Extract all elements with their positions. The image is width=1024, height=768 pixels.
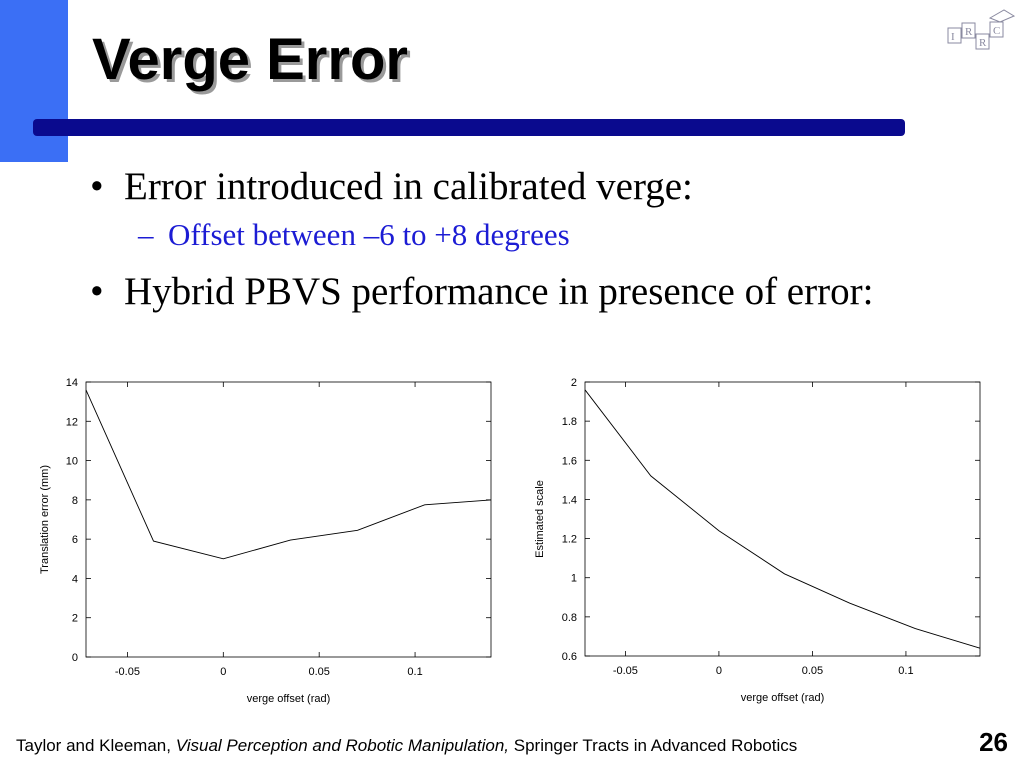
footer-citation: Taylor and Kleeman, Visual Perception an… xyxy=(16,736,797,756)
y-tick-label: 2 xyxy=(571,377,577,389)
series-line xyxy=(85,389,492,560)
y-tick-label: 0 xyxy=(72,652,78,664)
x-tick-label: 0.05 xyxy=(308,666,329,678)
y-tick-label: 8 xyxy=(72,495,78,507)
bullet-list: Error introduced in calibrated verge: Of… xyxy=(90,165,984,320)
y-tick-label: 2 xyxy=(72,613,78,625)
footer-authors: Taylor and Kleeman, xyxy=(16,736,171,755)
footer-series: Springer Tracts in Advanced Robotics xyxy=(513,736,798,755)
x-tick-label: 0.1 xyxy=(898,665,913,677)
footer-book-title: Visual Perception and Robotic Manipulati… xyxy=(175,736,510,755)
y-tick-label: 0.8 xyxy=(562,612,577,624)
sub-bullet-item: Offset between –6 to +8 degrees xyxy=(90,217,984,253)
plot-frame xyxy=(584,381,981,657)
logo-letter: C xyxy=(993,25,1000,37)
x-tick-label: 0.05 xyxy=(802,665,823,677)
logo-letter: I xyxy=(951,31,955,43)
y-tick-label: 10 xyxy=(66,456,78,468)
logo-letter: R xyxy=(965,26,973,38)
translation-error-chart: 0 2 4 6 8 10 12 14 -0.05 0 0.05 0.1 verge offset (ra… xyxy=(39,377,492,705)
irrc-logo: I R R C xyxy=(947,9,1016,50)
y-tick-label: 1.8 xyxy=(562,416,577,428)
plot-frame xyxy=(85,381,492,658)
y-tick-label: 1 xyxy=(571,573,577,585)
y-tick-label: 14 xyxy=(66,377,78,389)
y-tick-label: 0.6 xyxy=(562,651,577,663)
x-axis-label: verge offset (rad) xyxy=(247,693,331,705)
x-axis-label: verge offset (rad) xyxy=(741,692,825,704)
title-rule xyxy=(33,119,905,136)
bullet-item: Hybrid PBVS performance in presence of e… xyxy=(90,270,984,314)
x-tick-label: 0 xyxy=(716,665,722,677)
estimated-scale-chart: 0.6 0.8 1 1.2 1.4 1.6 1.8 2 -0.05 0 0.05 0.1 verge o… xyxy=(534,377,981,704)
x-tick-label: 0 xyxy=(220,666,226,678)
y-axis-label: Translation error (mm) xyxy=(39,465,51,574)
x-tick-label: 0.1 xyxy=(407,666,422,678)
logo-letter: R xyxy=(979,37,987,49)
y-axis-label: Estimated scale xyxy=(534,480,546,558)
bullet-item: Error introduced in calibrated verge: xyxy=(90,165,984,209)
y-tick-label: 1.4 xyxy=(562,494,577,506)
logo-roof xyxy=(988,9,1016,23)
y-tick-label: 1.6 xyxy=(562,455,577,467)
logo-box-3 xyxy=(975,33,990,50)
series-line xyxy=(584,389,981,649)
page-number: 26 xyxy=(979,727,1008,757)
slide-title: Verge Error xyxy=(92,27,408,92)
x-tick-label: -0.05 xyxy=(115,666,140,678)
y-tick-label: 4 xyxy=(72,573,78,585)
accent-bar xyxy=(0,0,68,162)
logo-box-4 xyxy=(989,21,1004,38)
x-tick-label: -0.05 xyxy=(613,665,638,677)
y-tick-label: 12 xyxy=(66,416,78,428)
y-tick-label: 1.2 xyxy=(562,534,577,546)
logo-box-1 xyxy=(947,27,962,44)
logo-box-2 xyxy=(961,22,976,39)
y-tick-label: 6 xyxy=(72,534,78,546)
